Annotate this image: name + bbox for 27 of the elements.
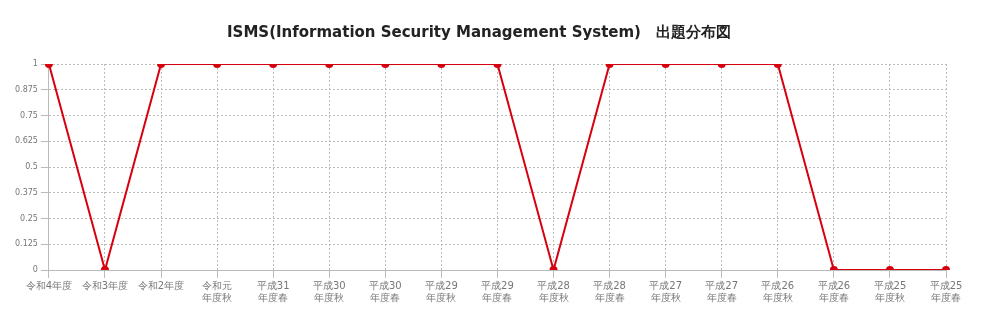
x-tick-label: 平成28年度秋 (537, 279, 570, 303)
x-tick-label: 平成27年度秋 (649, 279, 683, 303)
x-tick-label: 令和2年度 (137, 279, 185, 291)
x-tick-label: 平成25年度春 (929, 279, 963, 303)
x-tick-label: 令和4年度 (25, 279, 73, 291)
x-tick-label: 平成26年度秋 (761, 279, 795, 303)
x-tick-label: 平成25年度秋 (873, 279, 907, 303)
chart-title: ISMS(Information Security Management System) 出題分布図 (227, 22, 731, 41)
y-tick-label: 0.5 (25, 162, 38, 172)
y-tick-label: 0.875 (15, 84, 38, 94)
y-tick-label: 0 (32, 265, 38, 275)
x-tick-label: 平成28年度春 (593, 279, 626, 303)
x-tick-label: 令和3年度 (81, 279, 129, 291)
x-tick-label: 平成29年度春 (481, 279, 514, 303)
y-tick-label: 0.375 (15, 187, 38, 197)
y-tick-label: 0.75 (20, 110, 38, 120)
y-tick-label: 1 (32, 59, 38, 69)
x-tick-label: 平成31年度春 (256, 279, 290, 303)
x-tick-label: 平成30年度春 (368, 279, 402, 303)
y-tick-label: 0.625 (15, 136, 38, 146)
x-tick-label: 平成26年度春 (817, 279, 851, 303)
y-tick-label: 0.25 (20, 213, 38, 223)
x-tick-label: 平成27年度春 (705, 279, 739, 303)
x-tick-label: 令和元年度秋 (202, 279, 233, 303)
x-tick-label: 平成29年度秋 (425, 279, 458, 303)
x-tick-label: 平成30年度秋 (312, 279, 346, 303)
y-tick-label: 0.125 (15, 239, 38, 249)
